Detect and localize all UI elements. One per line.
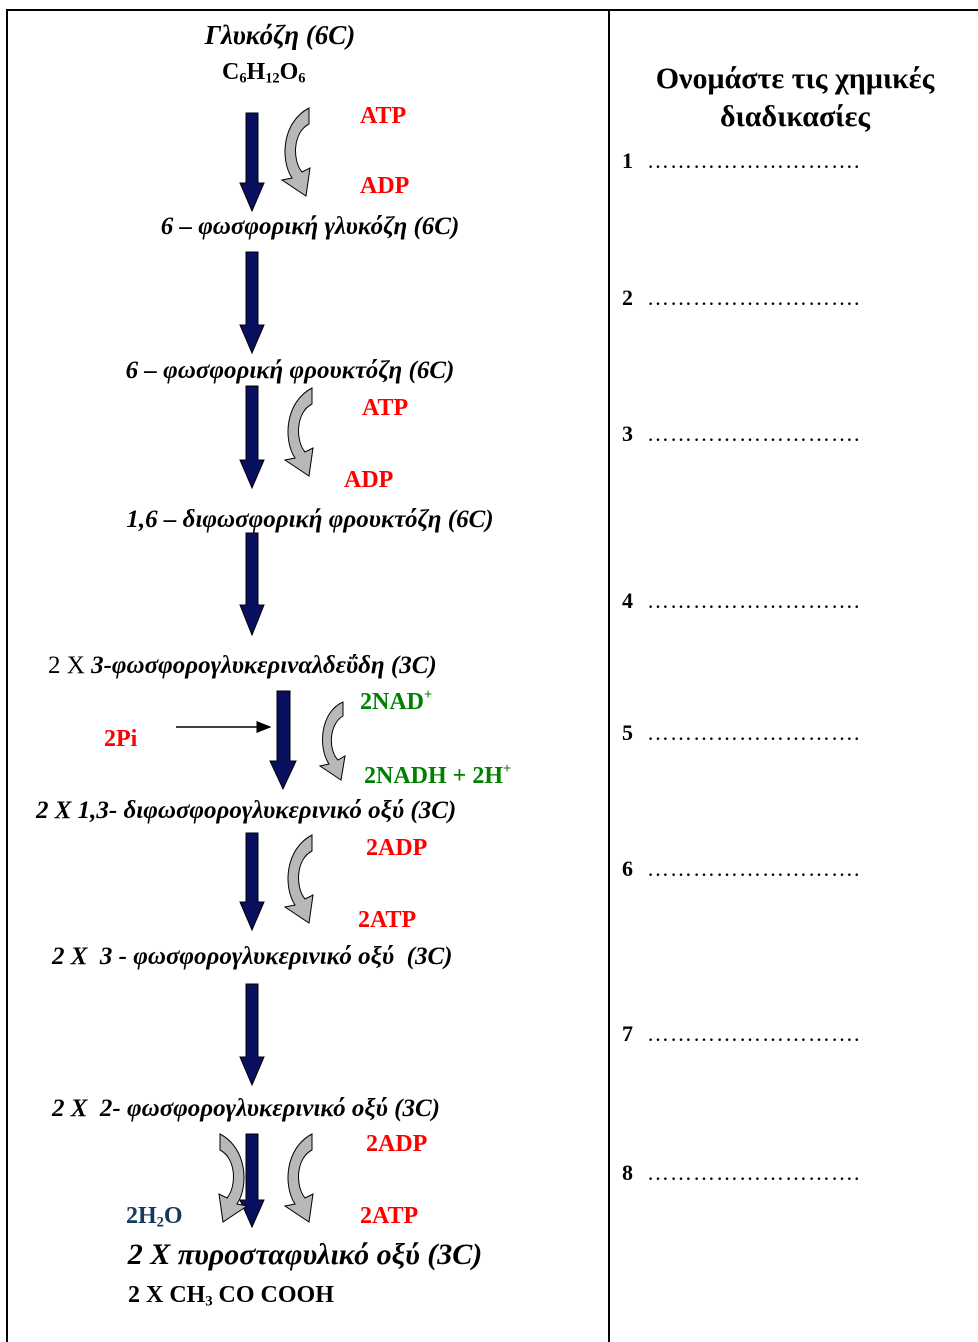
step-7-arrow [239, 983, 265, 1087]
atp-output-6: 2ATP [358, 907, 417, 933]
answer-line-4[interactable]: 4………………………. [622, 588, 861, 613]
phosphate-input: 2Pi [104, 726, 138, 752]
answer-line-1[interactable]: 1………………………. [622, 148, 861, 173]
water-output: 2H2O [126, 1203, 183, 1231]
adp-output-3: ADP [344, 467, 394, 493]
step-8-arrow [239, 1133, 265, 1229]
step-6-arrow [239, 832, 265, 932]
answer-line-3[interactable]: 3………………………. [622, 421, 861, 446]
step-3-cofactor-arrow [283, 387, 314, 477]
step-5-cofactor-arrow [318, 701, 346, 781]
nad-input: 2NAD+ [360, 686, 433, 715]
2-phosphoglycerate-label: 2 Χ 2- φωσφορογλυκερινικό οξύ (3C) [52, 1095, 440, 1122]
step-1-arrow [239, 112, 265, 213]
answer-line-2[interactable]: 2………………………. [622, 285, 861, 310]
g3p-label: 2 Χ 3-φωσφορογλυκεριναλδεΰδη (3C) [48, 652, 437, 679]
step-4-arrow [239, 532, 265, 637]
answer-line-8[interactable]: 8………………………. [622, 1160, 861, 1185]
bisphosphoglycerate-label: 2 Χ 1,3- διφωσφορογλυκερινικό οξύ (3C) [36, 797, 457, 824]
atp-input-1: ATP [360, 103, 407, 129]
3-phosphoglycerate-label: 2 Χ 3 - φωσφορογλυκερινικό οξύ (3C) [52, 943, 453, 970]
worksheet-frame [6, 9, 978, 1342]
pyruvate-formula: 2 Χ CH3 CO COOH [128, 1282, 334, 1310]
step-3-arrow [239, 385, 265, 490]
column-divider [608, 9, 610, 1342]
step-6-cofactor-arrow [283, 834, 314, 924]
step-1-cofactor-arrow [280, 107, 311, 197]
atp-output-8: 2ATP [360, 1203, 419, 1229]
answer-line-5[interactable]: 5………………………. [622, 720, 861, 745]
questions-heading: Ονομάστε τις χημικές διαδικασίες [655, 62, 935, 133]
step-8-cofactor-arrow [283, 1133, 314, 1223]
answer-line-6[interactable]: 6………………………. [622, 856, 861, 881]
fructose-16-bisphosphate-label: 1,6 – διφωσφορική φρουκτόζη (6C) [126, 506, 494, 533]
glucose-6-phosphate-label: 6 – φωσφορική γλυκόζη (6C) [160, 213, 460, 240]
step-5-arrow [269, 690, 297, 791]
water-release-arrow [218, 1133, 249, 1223]
adp-output-1: ADP [360, 173, 410, 199]
nadh-output: 2NADH + 2H+ [364, 760, 512, 789]
glucose-label: Γλυκόζη (6C) [204, 20, 356, 50]
fructose-6-phosphate-label: 6 – φωσφορική φρουκτόζη (6C) [125, 357, 455, 384]
glucose-formula: C6H12O6 [222, 59, 306, 87]
adp-input-6: 2ADP [366, 835, 428, 861]
step-2-arrow [239, 251, 265, 355]
answer-line-7[interactable]: 7………………………. [622, 1021, 861, 1046]
pyruvate-label: 2 Χ πυροσταφυλικό οξύ (3C) [127, 1238, 483, 1271]
adp-input-8: 2ADP [366, 1131, 428, 1157]
atp-input-3: ATP [362, 395, 409, 421]
